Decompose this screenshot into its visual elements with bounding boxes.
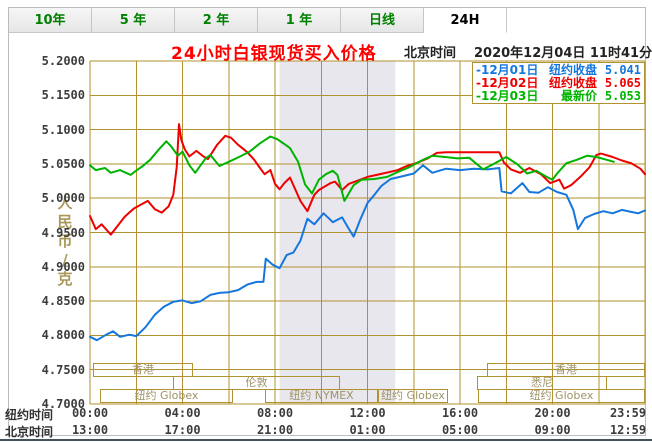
session-box: 香港 bbox=[93, 363, 193, 377]
y-tick-label: 5.1000 bbox=[41, 122, 85, 137]
tab-1[interactable]: 10年 bbox=[9, 8, 92, 33]
tab-5[interactable]: 日线 bbox=[341, 8, 424, 33]
tab-2[interactable]: 5 年 bbox=[92, 8, 175, 33]
ny-time-tick: 00:00 bbox=[71, 406, 109, 420]
legend-value: 5.065 bbox=[604, 76, 641, 90]
bj-time-tick: 12:59 bbox=[609, 423, 647, 437]
y-axis-unit-label: 人民币 / 克 bbox=[54, 194, 76, 289]
session-box: 纽约 NYMEX bbox=[265, 389, 378, 403]
bj-time-tick: 13:00 bbox=[71, 423, 109, 437]
ny-time-tick: 08:00 bbox=[256, 406, 294, 420]
ny-time-tick: 12:00 bbox=[349, 406, 386, 420]
y-tick-label: 5.0500 bbox=[41, 156, 85, 171]
beijing-time-value: 2020年12月04日 11时41分 bbox=[474, 46, 652, 61]
unit-label-char: / bbox=[62, 251, 68, 269]
price-line-1 bbox=[89, 164, 646, 342]
ny-time-tick: 20:00 bbox=[534, 406, 571, 420]
unit-label-char: 克 bbox=[57, 270, 73, 288]
bj-time-tick: 05:00 bbox=[441, 423, 479, 437]
y-tick-label: 4.8000 bbox=[41, 328, 85, 343]
legend-value: 5.041 bbox=[604, 63, 641, 77]
legend-row-1: -12月01日 纽约收盘 5.041 bbox=[476, 64, 641, 77]
bj-time-tick: 01:00 bbox=[349, 423, 386, 437]
session-box: 纽约 Globex bbox=[378, 389, 448, 403]
y-tick-label: 5.2000 bbox=[41, 54, 85, 68]
legend-series-label: 最新价 bbox=[560, 89, 597, 103]
price-line-2 bbox=[89, 123, 646, 236]
unit-label-char: 民 bbox=[57, 213, 73, 231]
y-tick-label: 4.9500 bbox=[41, 225, 85, 240]
legend-date: -12月01日 bbox=[476, 63, 539, 77]
ny-time-tick: 23:59 bbox=[609, 406, 647, 420]
y-tick-label: 4.7000 bbox=[41, 397, 85, 411]
legend-date: -12月02日 bbox=[476, 76, 539, 90]
legend-row-3: -12月03日 最新价 5.053 bbox=[476, 90, 641, 103]
legend-series-label: 纽约收盘 bbox=[548, 63, 597, 77]
unit-label-char: 币 bbox=[57, 232, 73, 250]
session-box: 纽约 Globex bbox=[478, 389, 645, 403]
y-tick-label: 4.7500 bbox=[41, 362, 85, 377]
y-tick-label: 5.1500 bbox=[41, 88, 85, 103]
y-tick-label: 4.8500 bbox=[41, 294, 85, 309]
session-box: 香港 bbox=[487, 363, 645, 377]
legend: -12月01日 纽约收盘 5.041 -12月02日 纽约收盘 5.065 -12月03日 最… bbox=[472, 62, 645, 104]
bj-time-tick: 21:00 bbox=[256, 423, 294, 437]
legend-series-label: 纽约收盘 bbox=[548, 76, 597, 90]
legend-row-2: -12月02日 纽约收盘 5.065 bbox=[476, 77, 641, 90]
tab-3[interactable]: 2 年 bbox=[175, 8, 258, 33]
ny-time-tick: 04:00 bbox=[164, 406, 201, 420]
session-box: 纽约 Globex bbox=[100, 389, 233, 403]
bj-time-axis-label: 北京时间 bbox=[5, 425, 54, 439]
ny-time-tick: 16:00 bbox=[441, 406, 479, 420]
bj-time-tick: 17:00 bbox=[164, 423, 201, 437]
tab-6-active[interactable]: 24H bbox=[424, 8, 507, 33]
tab-4[interactable]: 1 年 bbox=[258, 8, 341, 33]
beijing-time-label: 北京时间 bbox=[404, 46, 457, 61]
legend-date: -12月03日 bbox=[476, 89, 539, 103]
legend-value: 5.053 bbox=[604, 89, 641, 103]
y-tick-label: 4.9000 bbox=[41, 259, 85, 274]
session-box: 悉尼 bbox=[477, 376, 607, 390]
page-title: 24小时白银现货买入价格 bbox=[171, 44, 377, 64]
bottom-divider bbox=[0, 439, 652, 441]
y-tick-label: 5.0000 bbox=[41, 191, 85, 206]
session-box: 伦敦 bbox=[173, 376, 340, 390]
price-line-3 bbox=[89, 135, 615, 202]
ny-time-axis-label: 纽约时间 bbox=[5, 408, 54, 422]
bj-time-tick: 09:00 bbox=[534, 423, 571, 437]
unit-label-char: 人 bbox=[57, 194, 73, 212]
